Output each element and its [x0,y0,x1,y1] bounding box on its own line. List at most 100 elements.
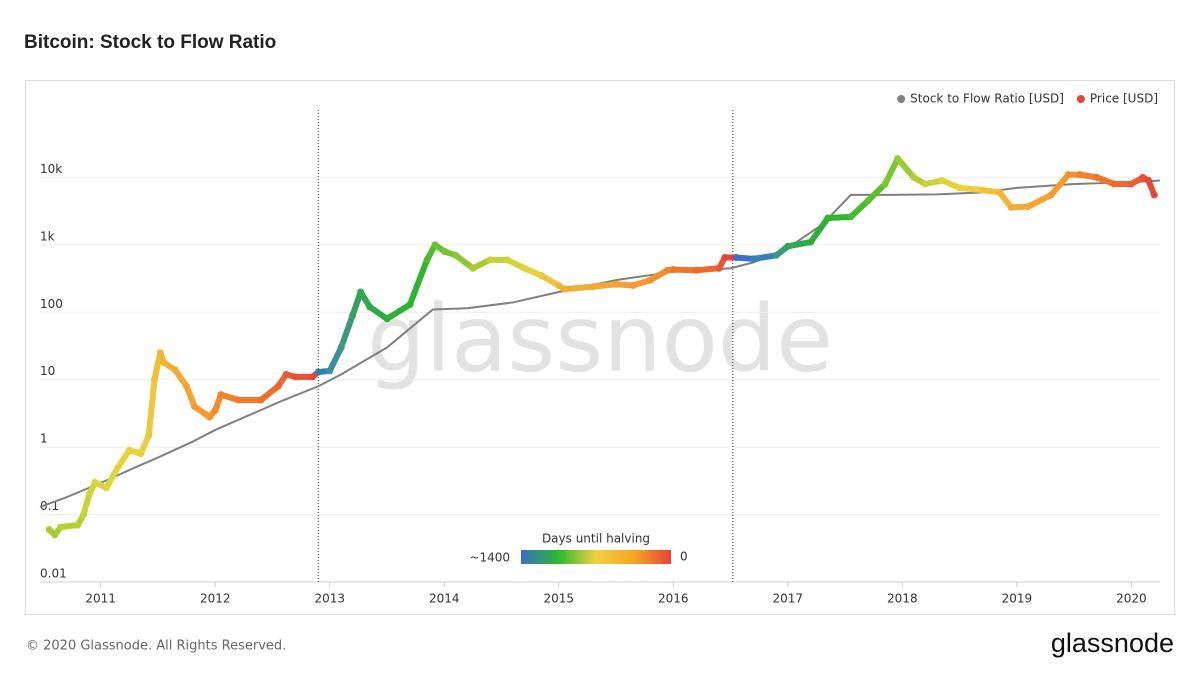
price-dot [555,281,563,289]
price-dot [921,180,929,188]
price-dot [560,285,568,293]
price-dot [1150,191,1158,199]
price-dot [503,256,511,264]
price-segment [1025,191,1055,210]
price-dot [1024,203,1032,211]
price-dot [956,184,964,192]
y-tick-label: 10k [40,162,62,176]
price-segment [326,344,345,374]
price-dot [692,266,700,274]
price-segment [807,215,831,246]
x-tick-label: 2019 [1002,592,1033,606]
price-dot [1076,171,1084,179]
price-dot [629,281,637,289]
price-dot [171,366,179,374]
price-dot [1110,180,1118,188]
price-dot [1064,171,1072,179]
x-tick-label: 2012 [200,592,231,606]
x-tick-label: 2016 [658,592,689,606]
price-dot [234,396,242,404]
price-dot [183,382,191,390]
logo: glassnode [1051,628,1174,658]
price-dot [211,406,219,414]
price-dot [664,266,672,274]
price-dot [102,484,110,492]
price-dot [612,280,620,288]
price-segment [145,376,158,439]
price-dot [721,253,729,261]
price-dot [74,521,82,529]
price-segment [670,266,700,274]
price-dot [520,264,528,272]
price-dot [881,180,889,188]
price-segment [956,184,986,194]
price-dot [938,177,946,185]
price-dot [452,251,460,259]
price-dot [383,315,391,323]
legend-marker [1076,95,1085,103]
legend-label: Stock to Flow Ratio [USD] [910,92,1064,106]
colorbar [521,550,671,564]
price-segment [824,213,854,222]
colorbar-label: 0 [680,550,688,564]
price-segment [103,464,121,491]
price-segment [183,383,198,410]
price-dot [1145,177,1153,185]
price-dot [669,266,677,274]
price-dot [51,531,59,539]
price-segment [590,281,620,290]
price-dot [114,463,122,471]
price-dot [156,349,164,357]
legend-label: Price [USD] [1090,92,1158,106]
price-segment [349,288,364,319]
price-dot [80,511,88,519]
price-dot [772,251,780,259]
legend-marker [897,95,906,103]
price-dot [406,301,414,309]
price-dot [337,344,345,352]
price-dot [440,247,448,255]
price-dot [431,241,439,249]
price-dot [125,446,133,454]
price-segment [383,301,413,322]
price-segment [894,155,917,181]
price-segment [882,155,901,187]
price-dot [423,256,431,264]
price-dot [824,214,832,222]
price-dot [45,526,53,534]
s2f-line [39,179,1161,508]
price-segment [452,252,476,272]
y-tick-label: 100 [40,297,63,311]
price-dot [996,188,1004,196]
price-dot [847,213,855,221]
price-segment [847,197,871,220]
price-dot [257,396,265,404]
price-dot [894,155,902,163]
x-tick-label: 2013 [314,592,345,606]
price-segment [864,180,889,204]
x-tick-label: 2014 [429,592,460,606]
price-dot [137,450,145,458]
colorbar-title: Days until halving [542,532,650,546]
price-dot [205,413,213,421]
price-dot [1127,180,1135,188]
price-segment [1048,171,1072,198]
price-segment [693,265,723,274]
x-tick-label: 2018 [887,592,918,606]
price-dot [160,359,168,367]
price-dot [57,523,65,531]
price-dot [145,431,153,439]
chart-title: Bitcoin: Stock to Flow Ratio [24,32,276,53]
price-segment [561,283,597,293]
price-dot [538,272,546,280]
price-dot [91,478,99,486]
price-dot [749,255,757,263]
price-dot [151,376,159,384]
price-dot [784,242,792,250]
price-dot [85,490,93,498]
price-dot [282,370,290,378]
y-tick-label: 1 [40,432,48,446]
price-segment [80,491,93,518]
